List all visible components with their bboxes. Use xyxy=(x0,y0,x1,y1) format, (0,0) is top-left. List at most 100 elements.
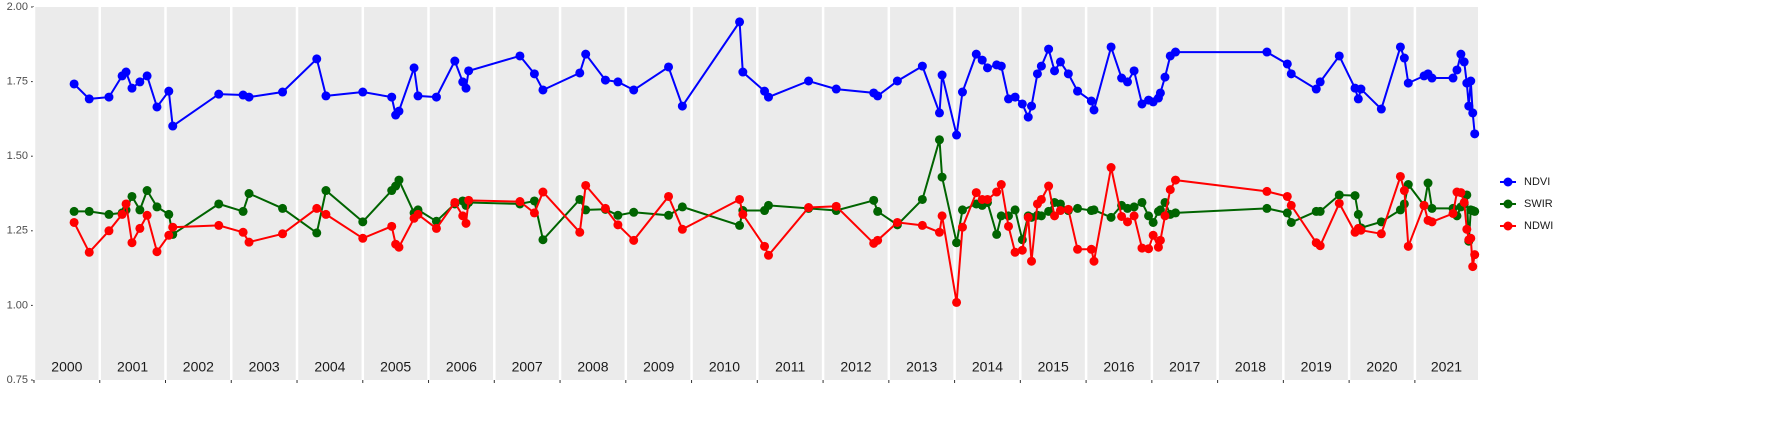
data-point xyxy=(413,209,423,219)
data-point xyxy=(1334,51,1344,61)
legend-label: NDVI xyxy=(1524,176,1550,188)
data-point xyxy=(1315,241,1325,251)
data-point xyxy=(450,197,460,207)
data-point xyxy=(996,180,1006,190)
data-point xyxy=(1399,53,1409,63)
data-point xyxy=(1155,88,1165,98)
data-point xyxy=(312,203,322,213)
year-label: 2010 xyxy=(709,359,740,375)
year-label: 2003 xyxy=(249,359,280,375)
data-point xyxy=(69,217,79,227)
data-point xyxy=(575,68,585,78)
data-point xyxy=(1023,112,1033,122)
data-point xyxy=(996,211,1006,221)
data-point xyxy=(1144,211,1154,221)
data-point xyxy=(1027,256,1037,266)
data-point xyxy=(1171,208,1181,218)
data-point xyxy=(873,206,883,216)
data-point xyxy=(934,135,944,145)
data-point xyxy=(321,209,331,219)
data-point xyxy=(1036,61,1046,71)
data-point xyxy=(613,210,623,220)
data-point xyxy=(1089,105,1099,115)
data-point xyxy=(581,180,591,190)
data-point xyxy=(1262,203,1272,213)
data-point xyxy=(529,196,539,206)
data-point xyxy=(1123,217,1133,227)
data-point xyxy=(1010,92,1020,102)
data-point xyxy=(135,205,145,215)
data-point xyxy=(1004,221,1014,231)
data-point xyxy=(1286,217,1296,227)
data-point xyxy=(1403,241,1413,251)
data-point xyxy=(957,222,967,232)
year-label: 2016 xyxy=(1103,359,1134,375)
data-point xyxy=(1468,262,1478,272)
data-point xyxy=(1399,186,1409,196)
data-point xyxy=(244,92,254,102)
data-point xyxy=(763,250,773,260)
data-point xyxy=(1315,77,1325,87)
data-point xyxy=(1315,206,1325,216)
data-point xyxy=(84,206,94,216)
data-point xyxy=(1144,244,1154,254)
data-point xyxy=(869,195,879,205)
data-point xyxy=(238,206,248,216)
data-point xyxy=(1106,163,1116,173)
data-point xyxy=(538,187,548,197)
data-point xyxy=(1470,129,1480,139)
data-point xyxy=(575,194,585,204)
year-label: 2015 xyxy=(1038,359,1069,375)
data-point xyxy=(394,175,404,185)
data-point xyxy=(952,297,962,307)
data-point xyxy=(1419,200,1429,210)
data-point xyxy=(321,186,331,196)
data-point xyxy=(613,77,623,87)
data-point xyxy=(664,62,674,72)
data-point xyxy=(664,210,674,220)
data-point xyxy=(529,208,539,218)
data-point xyxy=(1023,212,1033,222)
data-point xyxy=(1395,171,1405,181)
data-point xyxy=(84,247,94,257)
year-label: 2018 xyxy=(1235,359,1266,375)
data-point xyxy=(538,235,548,245)
data-point xyxy=(529,69,539,79)
data-point xyxy=(1160,72,1170,82)
data-point xyxy=(1129,202,1139,212)
data-point xyxy=(1017,245,1027,255)
data-point xyxy=(358,217,368,227)
data-point xyxy=(244,237,254,247)
data-point xyxy=(1106,212,1116,222)
data-point xyxy=(1282,59,1292,69)
data-point xyxy=(917,194,927,204)
data-point xyxy=(127,238,137,248)
data-point xyxy=(957,205,967,215)
year-label: 2011 xyxy=(775,359,805,375)
data-point xyxy=(917,61,927,71)
data-point xyxy=(937,172,947,182)
data-point xyxy=(1262,186,1272,196)
data-point xyxy=(121,199,131,209)
data-point xyxy=(1055,57,1065,67)
data-point xyxy=(431,92,441,102)
data-point xyxy=(738,209,748,219)
data-point xyxy=(458,211,468,221)
data-point xyxy=(1027,101,1037,111)
data-point xyxy=(1089,205,1099,215)
data-point xyxy=(1148,230,1158,240)
data-point xyxy=(164,86,174,96)
data-point xyxy=(1153,242,1163,252)
data-point xyxy=(1353,209,1363,219)
data-point xyxy=(982,194,992,204)
data-point xyxy=(804,76,814,86)
data-point xyxy=(1123,77,1133,87)
data-point xyxy=(1129,211,1139,221)
data-point xyxy=(104,226,114,236)
data-point xyxy=(394,106,404,116)
data-point xyxy=(1160,211,1170,221)
data-point xyxy=(278,229,288,239)
data-point xyxy=(992,187,1002,197)
data-point xyxy=(1155,235,1165,245)
